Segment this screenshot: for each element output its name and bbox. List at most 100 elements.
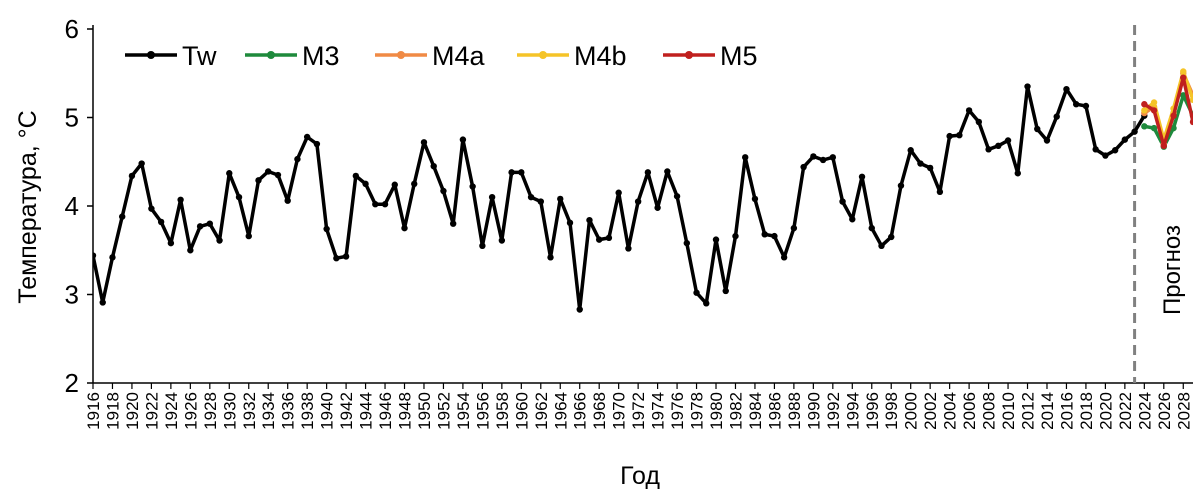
- data-point-tw: [790, 224, 798, 232]
- data-point-tw: [557, 195, 564, 203]
- data-point-m4b: [1141, 107, 1148, 114]
- x-tick-label: 1918: [103, 392, 122, 430]
- x-tick-label: 1990: [804, 392, 823, 430]
- data-point-tw: [518, 169, 525, 176]
- data-point-tw: [1121, 136, 1129, 143]
- x-tick-label: 2000: [902, 392, 921, 430]
- data-point-tw: [683, 239, 691, 247]
- data-point-tw: [742, 154, 749, 161]
- data-point-tw: [177, 196, 184, 204]
- data-point-tw: [819, 156, 827, 164]
- data-point-tw: [693, 289, 700, 296]
- x-tick-label: 1982: [726, 392, 745, 430]
- x-tick-label: 1954: [454, 392, 473, 430]
- data-point-tw: [946, 132, 953, 140]
- data-point-tw: [196, 223, 204, 230]
- data-point-tw: [119, 213, 126, 220]
- legend-label-tw: Tw: [182, 41, 217, 71]
- data-point-tw: [1102, 152, 1109, 159]
- data-point-tw: [547, 254, 554, 261]
- x-tick-label: 1948: [396, 392, 415, 430]
- legend-marker-m4b: [539, 51, 547, 59]
- x-tick-label: 1930: [220, 392, 239, 430]
- data-point-tw: [1014, 170, 1021, 177]
- data-point-tw: [284, 197, 291, 204]
- data-point-tw: [157, 218, 165, 226]
- data-point-tw: [459, 136, 467, 143]
- y-tick-label: 4: [65, 191, 79, 221]
- x-tick-label: 2028: [1174, 392, 1193, 430]
- data-point-tw: [381, 201, 389, 208]
- data-point-tw: [216, 237, 223, 244]
- x-tick-label: 1950: [415, 392, 434, 430]
- x-tick-label: 2006: [960, 392, 979, 430]
- y-tick-label: 2: [65, 368, 79, 398]
- x-tick-label: 1968: [590, 392, 609, 430]
- x-tick-label: 2026: [1155, 392, 1174, 430]
- data-point-tw: [1053, 113, 1060, 120]
- legend-label-m3: M3: [302, 41, 340, 71]
- data-point-tw: [333, 255, 340, 262]
- data-point-tw: [771, 232, 778, 240]
- data-point-tw: [401, 224, 408, 232]
- x-tick-label: 1964: [551, 392, 570, 430]
- x-tick-label: 1988: [785, 392, 804, 430]
- x-tick-label: 1962: [532, 392, 551, 430]
- data-point-m5: [1170, 112, 1177, 119]
- data-point-tw: [712, 236, 720, 243]
- x-tick-label: 1980: [707, 392, 726, 430]
- x-tick-label: 2022: [1116, 392, 1135, 430]
- data-point-tw: [206, 220, 214, 227]
- data-point-m3: [1180, 92, 1187, 99]
- data-point-m5: [1189, 118, 1193, 126]
- data-point-tw: [800, 163, 807, 171]
- x-tick-label: 1924: [162, 392, 181, 430]
- x-tick-label: 1940: [318, 392, 337, 430]
- data-point-tw: [411, 180, 418, 188]
- legend-label-m4b: M4b: [574, 41, 627, 71]
- series-line-tw: [93, 84, 1146, 312]
- data-point-tw: [829, 154, 837, 161]
- data-point-tw: [313, 140, 321, 148]
- data-point-tw: [265, 168, 272, 175]
- x-tick-label: 1934: [259, 392, 278, 430]
- data-point-tw: [109, 254, 116, 261]
- data-point-tw: [576, 306, 583, 313]
- data-point-tw: [440, 187, 447, 195]
- data-point-tw: [537, 198, 544, 205]
- x-tick-label: 2002: [921, 392, 940, 430]
- x-tick-label: 1926: [181, 392, 200, 430]
- x-tick-label: 2010: [999, 392, 1018, 430]
- data-point-tw: [985, 146, 992, 153]
- data-point-tw: [1111, 147, 1119, 154]
- x-tick-label: 1916: [84, 392, 103, 430]
- data-point-tw: [839, 198, 846, 205]
- y-tick-label: 3: [65, 280, 79, 310]
- x-tick-label: 1986: [765, 392, 784, 430]
- data-point-m4b: [1150, 99, 1158, 106]
- data-point-tw: [849, 216, 856, 223]
- data-point-tw: [498, 237, 506, 244]
- data-point-tw: [342, 253, 350, 260]
- data-point-m5: [1141, 101, 1148, 108]
- data-point-tw: [362, 180, 369, 188]
- data-point-m4b: [1180, 68, 1187, 75]
- legend-marker-m5: [685, 51, 693, 59]
- data-point-tw: [917, 160, 924, 167]
- data-point-tw: [138, 160, 145, 167]
- x-tick-label: 1920: [123, 392, 142, 430]
- data-point-tw: [430, 162, 437, 170]
- data-point-tw: [1043, 137, 1051, 144]
- data-point-tw: [479, 242, 486, 250]
- x-tick-label: 1974: [649, 392, 668, 430]
- data-point-tw: [722, 287, 729, 295]
- x-tick-label: 1984: [746, 392, 765, 430]
- data-point-tw: [93, 252, 97, 259]
- data-point-tw: [751, 195, 759, 203]
- data-point-tw: [1072, 101, 1080, 108]
- data-point-tw: [995, 142, 1002, 150]
- data-point-tw: [1063, 85, 1070, 93]
- data-point-tw: [926, 164, 934, 172]
- x-tick-label: 1944: [357, 392, 376, 430]
- data-point-tw: [469, 183, 476, 190]
